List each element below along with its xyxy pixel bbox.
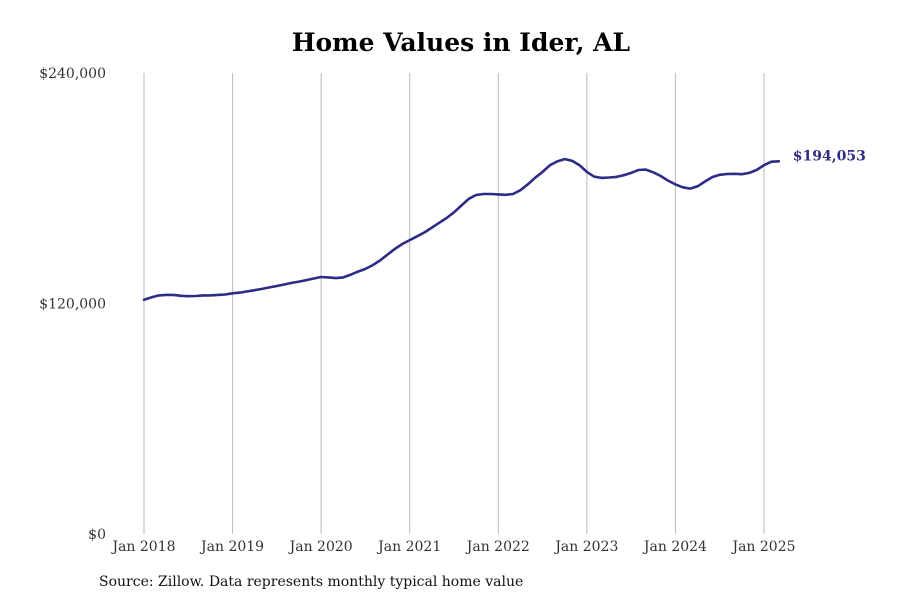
x-tick-label: Jan 2021	[376, 539, 441, 555]
chart-title: Home Values in Ider, AL	[291, 28, 631, 57]
series-line	[142, 157, 781, 301]
y-tick-label: $0	[88, 527, 106, 543]
y-tick-label: $240,000	[39, 66, 106, 82]
x-tick-label: Jan 2023	[553, 539, 618, 555]
x-axis-ticks: Jan 2018 Jan 2019 Jan 2020 Jan 2021 Jan 2022…	[110, 539, 795, 555]
x-tick-label: Jan 2025	[730, 539, 795, 555]
series-layer: $194,053	[142, 148, 866, 301]
y-tick-label: $120,000	[39, 297, 106, 313]
x-tick-label: Jan 2020	[288, 539, 353, 555]
x-tick-label: Jan 2018	[110, 539, 175, 555]
source-note: Source: Zillow. Data represents monthly …	[99, 574, 524, 590]
x-tick-label: Jan 2024	[642, 539, 707, 555]
x-tick-label: Jan 2019	[199, 539, 264, 555]
x-tick-label: Jan 2022	[465, 539, 530, 555]
grid-lines	[143, 73, 765, 534]
series-end-label: $194,053	[793, 148, 866, 164]
y-axis-ticks: $0 $120,000 $240,000	[39, 66, 106, 543]
